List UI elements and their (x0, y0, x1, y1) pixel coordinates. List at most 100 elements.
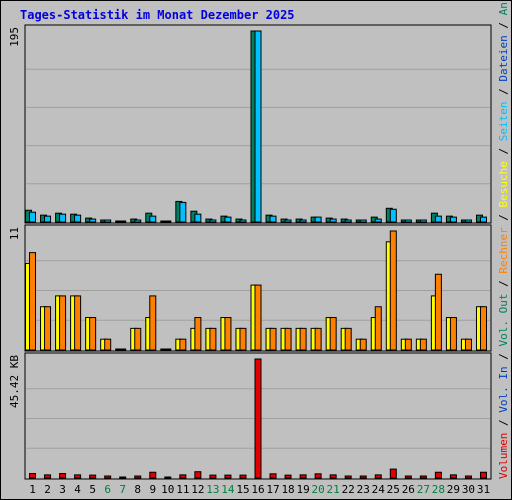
bar-dateien-day-29 (449, 216, 457, 223)
bar-rechner-day-3 (59, 295, 67, 351)
legend-entry-rechner: Rechner (497, 227, 510, 280)
x-tick-label-day-17: 17 (266, 483, 279, 496)
bar-dateien-day-18 (284, 219, 292, 223)
bar-dateien-day-30 (464, 219, 472, 223)
bar-volumen-day-9 (149, 471, 157, 479)
bar-volumen-day-2 (44, 474, 52, 479)
bar-volumen-day-3 (59, 473, 67, 479)
bar-volumen-day-6 (104, 475, 112, 479)
bar-rechner-day-23 (359, 338, 367, 351)
bar-volumen-day-19 (299, 474, 307, 479)
bar-rechner-day-16 (254, 284, 262, 351)
x-tick-label-day-9: 9 (149, 483, 156, 496)
bar-dateien-day-14 (224, 216, 232, 223)
bar-dateien-day-19 (299, 219, 307, 223)
bar-volumen-day-29 (449, 474, 457, 479)
legend-entry-besuche: Besuche (497, 161, 510, 214)
x-tick-label-day-20: 20 (312, 483, 325, 496)
bar-dateien-day-20 (314, 216, 322, 223)
bar-dateien-day-8 (134, 219, 142, 223)
legend-separator: / (497, 22, 510, 35)
bar-rechner-day-26 (404, 338, 412, 351)
legend-entry-vol-in: Vol. In (497, 366, 510, 419)
bar-dateien-day-7 (119, 220, 127, 223)
legend-separator: / (497, 280, 510, 293)
bar-dateien-day-31 (479, 216, 487, 223)
legend-separator: / (497, 419, 510, 432)
bar-rechner-day-18 (284, 327, 292, 351)
bar-dateien-day-9 (149, 215, 157, 223)
x-tick-label-day-18: 18 (281, 483, 294, 496)
bar-rechner-day-29 (449, 317, 457, 351)
bar-rechner-day-28 (434, 273, 442, 351)
bar-rechner-day-5 (89, 317, 97, 351)
x-tick-label-day-3: 3 (59, 483, 66, 496)
x-tick-label-day-23: 23 (357, 483, 370, 496)
bar-rechner-day-10 (164, 348, 172, 351)
x-tick-label-day-13: 13 (206, 483, 219, 496)
x-tick-label-day-11: 11 (176, 483, 189, 496)
x-tick-label-day-12: 12 (191, 483, 204, 496)
x-tick-label-day-31: 31 (477, 483, 490, 496)
x-tick-label-day-15: 15 (236, 483, 249, 496)
x-tick-label-day-19: 19 (296, 483, 309, 496)
bar-rechner-day-8 (134, 327, 142, 351)
bar-volumen-day-4 (74, 474, 82, 479)
bar-volumen-day-27 (419, 475, 427, 479)
x-tick-label-day-22: 22 (342, 483, 355, 496)
bar-dateien-day-17 (269, 215, 277, 223)
bar-volumen-day-14 (224, 474, 232, 479)
bar-rechner-day-25 (389, 230, 397, 351)
bar-rechner-day-19 (299, 327, 307, 351)
x-tick-label-day-28: 28 (432, 483, 445, 496)
x-tick-label-day-27: 27 (417, 483, 430, 496)
legend-entry-dateien: Dateien (497, 35, 510, 88)
ytick-label-volume: 45.42 KB (8, 355, 21, 408)
bar-dateien-day-12 (194, 213, 202, 223)
legend-entry-vol-out: Vol. Out (497, 294, 510, 354)
legend-separator: / (497, 88, 510, 101)
legend-entry-seiten: Seiten (497, 101, 510, 147)
bar-rechner-day-24 (374, 306, 382, 351)
x-tick-label-day-30: 30 (462, 483, 475, 496)
bar-volumen-day-5 (89, 474, 97, 479)
bar-rechner-day-12 (194, 317, 202, 351)
x-tick-label-day-7: 7 (119, 483, 126, 496)
legend: Volumen / Vol. In / Vol. Out / Rechner /… (497, 1, 510, 479)
bar-rechner-day-2 (44, 306, 52, 351)
x-tick-label-day-2: 2 (44, 483, 51, 496)
x-tick-label-day-6: 6 (104, 483, 111, 496)
bar-rechner-day-11 (179, 338, 187, 351)
bar-volumen-day-28 (434, 471, 442, 479)
legend-separator: / (497, 148, 510, 161)
bar-volumen-day-16 (254, 358, 262, 479)
legend-entry-volumen: Volumen (497, 433, 510, 479)
bar-dateien-day-1 (29, 211, 37, 223)
bar-rechner-day-7 (119, 348, 127, 351)
bar-dateien-day-27 (419, 219, 427, 223)
ytick-label-visits: 11 (8, 227, 21, 240)
bar-dateien-day-11 (179, 201, 187, 223)
bar-rechner-day-21 (329, 317, 337, 351)
bar-rechner-day-14 (224, 317, 232, 351)
bar-volumen-day-12 (194, 471, 202, 479)
bar-dateien-day-5 (89, 218, 97, 223)
bar-volumen-day-24 (374, 474, 382, 479)
bar-rechner-day-13 (209, 327, 217, 351)
bar-volumen-day-20 (314, 473, 322, 479)
bar-volumen-day-11 (179, 474, 187, 479)
bar-volumen-day-26 (404, 475, 412, 479)
bar-dateien-day-26 (404, 219, 412, 223)
bar-rechner-day-4 (74, 295, 82, 351)
bar-rechner-day-15 (239, 327, 247, 351)
bar-volumen-day-1 (29, 473, 37, 479)
bar-rechner-day-27 (419, 338, 427, 351)
bar-rechner-day-17 (269, 327, 277, 351)
bar-volumen-day-17 (269, 473, 277, 479)
x-tick-label-day-10: 10 (161, 483, 174, 496)
bar-dateien-day-15 (239, 219, 247, 223)
x-tick-label-day-24: 24 (372, 483, 386, 496)
x-tick-label-day-26: 26 (402, 483, 415, 496)
